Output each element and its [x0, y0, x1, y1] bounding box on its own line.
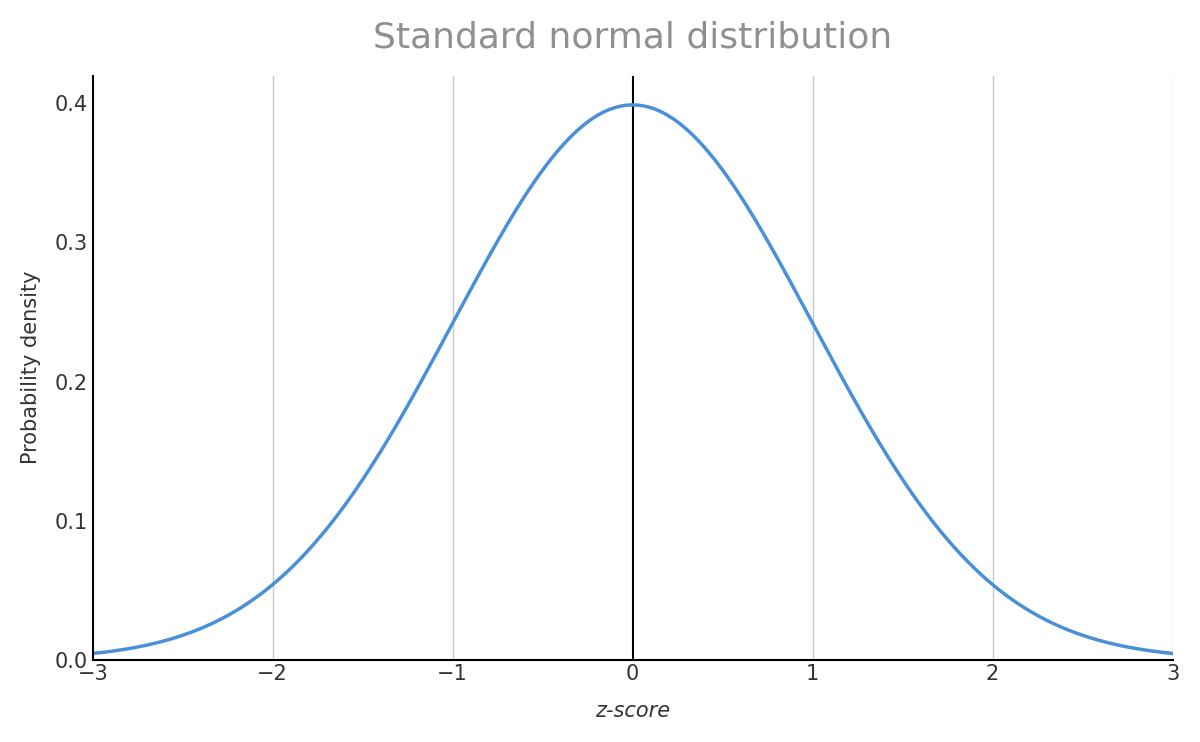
Title: Standard normal distribution: Standard normal distribution	[373, 21, 893, 55]
X-axis label: z-score: z-score	[595, 701, 670, 721]
Y-axis label: Probability density: Probability density	[20, 271, 41, 464]
